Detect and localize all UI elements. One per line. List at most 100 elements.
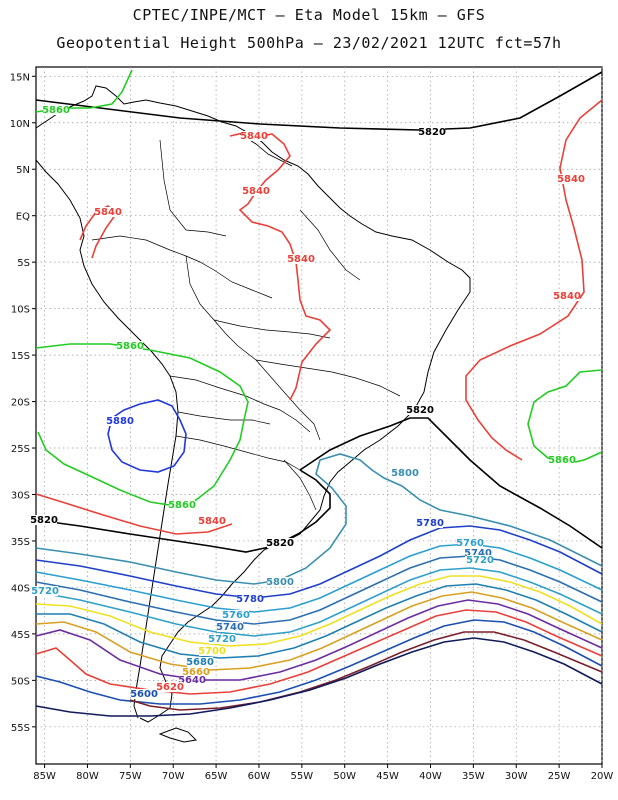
- lon-tick-label: 70W: [162, 771, 185, 782]
- contour-label: 5760: [222, 610, 250, 621]
- lat-tick-label: 55S: [11, 723, 30, 734]
- lat-tick-label: 20S: [11, 398, 30, 409]
- lon-tick-label: 20W: [591, 771, 614, 782]
- contour-label-bg: [457, 538, 483, 548]
- contour-label: 5740: [464, 548, 492, 559]
- contour-label-bg: [95, 207, 121, 217]
- contour-label: 5840: [553, 291, 581, 302]
- contour-label-bg: [417, 518, 443, 528]
- contour-label-bg: [237, 594, 263, 604]
- contour-label-bg: [179, 675, 205, 685]
- contour-label-bg: [183, 667, 209, 677]
- lat-tick-label: 10S: [11, 305, 30, 316]
- contour-label-bg: [241, 131, 267, 141]
- contour-label-bg: [558, 174, 584, 184]
- contour-label-bg: [117, 341, 143, 351]
- lat-tick-label: 10N: [10, 119, 30, 130]
- contour-label-bg: [199, 646, 225, 656]
- contour-label-bg: [107, 416, 133, 426]
- lon-tick-label: 30W: [505, 771, 528, 782]
- contour-label-bg: [465, 548, 491, 558]
- lon-tick-label: 75W: [119, 771, 142, 782]
- contour-label-bg: [267, 577, 293, 587]
- contour-label: 5840: [287, 254, 315, 265]
- lon-tick-label: 25W: [548, 771, 571, 782]
- lon-tick-label: 35W: [462, 771, 485, 782]
- contour-label: 5740: [216, 622, 244, 633]
- contour-label-bg: [31, 515, 57, 525]
- contour-label: 5840: [94, 207, 122, 218]
- lon-tick-label: 55W: [291, 771, 314, 782]
- contour-label: 5720: [466, 555, 494, 566]
- contour-label: 5860: [116, 341, 144, 352]
- contour-label: 5620: [156, 682, 184, 693]
- lon-tick-label: 85W: [33, 771, 56, 782]
- contour-label: 5820: [418, 127, 446, 138]
- contour-label: 5820: [266, 538, 294, 549]
- contour-label-bg: [169, 500, 195, 510]
- contour-label: 5840: [557, 174, 585, 185]
- lat-tick-label: 5N: [16, 165, 30, 176]
- contour-label-bg: [157, 682, 183, 692]
- contour-label-bg: [407, 405, 433, 415]
- contour-label: 5720: [208, 634, 236, 645]
- contour-label: 5840: [198, 516, 226, 527]
- contour-label: 5820: [406, 405, 434, 416]
- contour-label-bg: [32, 586, 58, 596]
- contour-label-bg: [549, 455, 575, 465]
- lat-tick-label: 35S: [11, 537, 30, 548]
- contour-label-bg: [288, 254, 314, 264]
- contour-label: 5720: [31, 586, 59, 597]
- contour-label-bg: [131, 689, 157, 699]
- contour-label: 5800: [391, 468, 419, 479]
- lat-tick-label: EQ: [16, 212, 30, 223]
- contour-label: 5700: [198, 646, 226, 657]
- lon-tick-label: 60W: [248, 771, 271, 782]
- contour-label: 5860: [42, 105, 70, 116]
- contour-label-bg: [43, 105, 69, 115]
- contour-lines: [35, 69, 603, 717]
- contour-labels: 5860 5840 5840 5840 5840 5840 5840 5820 5860 5880…: [30, 105, 585, 700]
- lon-tick-label: 50W: [333, 771, 356, 782]
- lat-tick-label: 15S: [11, 351, 30, 362]
- contour-label: 5760: [456, 538, 484, 549]
- contour-label: 5780: [416, 518, 444, 529]
- contour-label: 5600: [130, 689, 158, 700]
- contour-label: 5640: [178, 675, 206, 686]
- latitude-labels: 15N 10N 5N EQ 5S 10S 15S 20S 25S 30S 35S 40S 45S 50S 5…: [10, 72, 30, 734]
- contour-label: 5660: [182, 667, 210, 678]
- lon-tick-label: 65W: [205, 771, 228, 782]
- contour-label-bg: [267, 538, 293, 548]
- longitude-labels: 85W 80W 75W 70W 65W 60W 55W 50W 45W 40W 35W 30W 25W 2…: [33, 771, 613, 782]
- contour-label: 5800: [266, 577, 294, 588]
- lat-tick-label: 15N: [10, 72, 30, 83]
- map-subtitle: Geopotential Height 500hPa – 23/02/2021 …: [56, 34, 562, 52]
- contour-label-bg: [554, 291, 580, 301]
- contour-label: 5780: [236, 594, 264, 605]
- lon-tick-label: 80W: [76, 771, 99, 782]
- lat-tick-label: 50S: [11, 676, 30, 687]
- contour-label: 5840: [242, 186, 270, 197]
- contour-label: 5840: [240, 131, 268, 142]
- contour-label-bg: [199, 516, 225, 526]
- lon-tick-label: 40W: [419, 771, 442, 782]
- tick-marks: [32, 75, 603, 768]
- contour-label-bg: [467, 555, 493, 565]
- lat-tick-label: 25S: [11, 444, 30, 455]
- contour-label-bg: [209, 634, 235, 644]
- contour-label-bg: [419, 127, 445, 137]
- lat-tick-label: 5S: [17, 258, 30, 269]
- contour-label: 5880: [106, 416, 134, 427]
- lat-tick-label: 45S: [11, 630, 30, 641]
- contour-label: 5860: [548, 455, 576, 466]
- contour-label-bg: [243, 186, 269, 196]
- country-borders: [91, 139, 401, 511]
- contour-label-bg: [217, 622, 243, 632]
- lon-tick-label: 45W: [376, 771, 399, 782]
- contour-label-bg: [187, 657, 213, 667]
- contour-label: 5820: [30, 515, 58, 526]
- contour-label: 5680: [186, 657, 214, 668]
- contour-label-bg: [392, 468, 418, 478]
- lat-tick-label: 30S: [11, 490, 30, 501]
